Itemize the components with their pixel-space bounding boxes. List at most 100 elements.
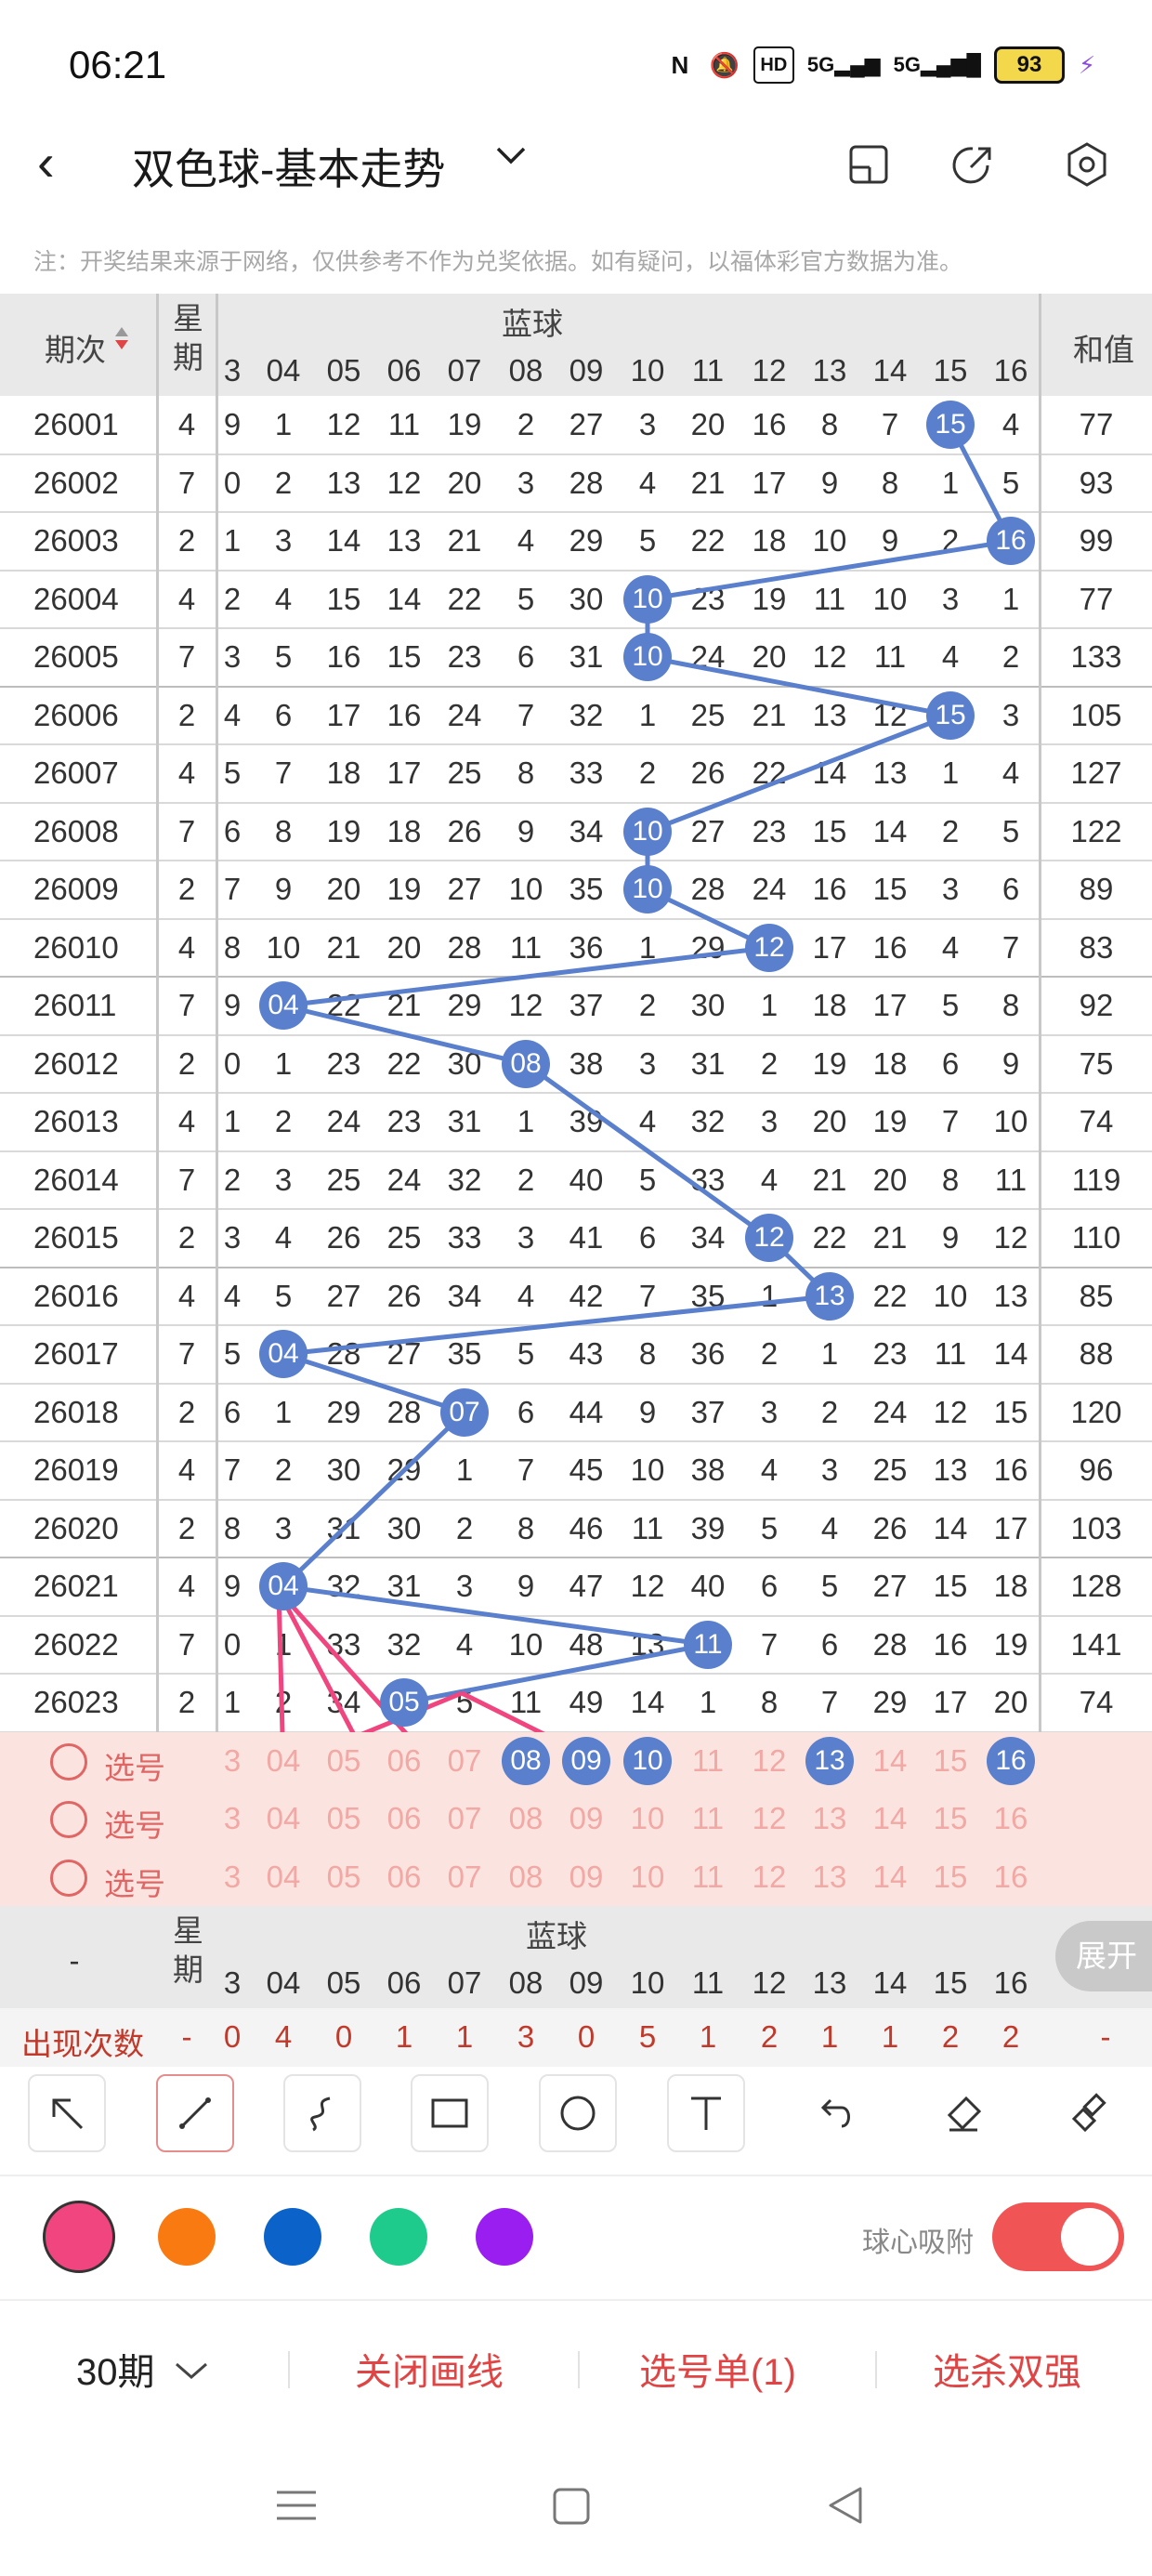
pick-number[interactable]: 06 bbox=[386, 1859, 422, 1894]
trend-cell: 1 bbox=[941, 756, 960, 790]
page-title[interactable]: 双色球-基本走势 bbox=[132, 145, 446, 193]
footer-column-header: 14 bbox=[872, 1965, 908, 2000]
trend-cell: 14 bbox=[872, 813, 908, 848]
settings-icon[interactable] bbox=[1054, 132, 1119, 197]
pick-number[interactable]: 10 bbox=[630, 1801, 665, 1835]
menu-nav-icon[interactable] bbox=[275, 2487, 318, 2529]
notice-text: 注：开奖结果来源于网络，仅供参考不作为兑奖依据。如有疑问，以福体彩官方数据为准。 bbox=[33, 249, 963, 275]
chevron-down-icon[interactable] bbox=[492, 138, 530, 183]
trend-cell: 12 bbox=[933, 1394, 968, 1429]
pick-number[interactable]: 04 bbox=[266, 1801, 301, 1835]
footer-column-header: 08 bbox=[508, 1965, 543, 2000]
share-icon[interactable] bbox=[941, 132, 1006, 197]
pick-number[interactable]: 14 bbox=[872, 1859, 908, 1894]
pick-number[interactable]: 15 bbox=[933, 1742, 968, 1778]
bottom-separator bbox=[578, 2351, 580, 2388]
pick-radio[interactable] bbox=[50, 1742, 87, 1781]
hd-icon: HD bbox=[753, 46, 794, 84]
pick-number[interactable]: 11 bbox=[691, 1859, 725, 1894]
pick-number[interactable]: 05 bbox=[326, 1859, 361, 1894]
pick-number[interactable]: 15 bbox=[933, 1801, 968, 1835]
pick-number[interactable]: 13 bbox=[805, 1736, 854, 1785]
period-select[interactable]: 30期 bbox=[76, 2342, 210, 2396]
pick-number[interactable]: 04 bbox=[266, 1742, 301, 1778]
pick-number[interactable]: 12 bbox=[752, 1859, 787, 1894]
trend-cell: 3 bbox=[274, 523, 293, 558]
pick-number[interactable]: 05 bbox=[326, 1742, 361, 1778]
select-arrow-icon[interactable] bbox=[28, 2074, 106, 2152]
trend-cell: 5 bbox=[760, 1510, 779, 1545]
pick-number[interactable]: 16 bbox=[993, 1801, 1028, 1835]
text-icon[interactable] bbox=[667, 2074, 745, 2152]
sort-icon[interactable] bbox=[115, 327, 128, 349]
color-swatch[interactable] bbox=[476, 2208, 533, 2266]
color-swatch[interactable] bbox=[264, 2208, 321, 2266]
color-swatch[interactable] bbox=[370, 2208, 427, 2266]
column-divider bbox=[216, 294, 218, 2050]
pick-number[interactable]: 09 bbox=[569, 1801, 604, 1835]
pick-number[interactable]: 08 bbox=[508, 1859, 543, 1894]
pick-number[interactable]: 12 bbox=[752, 1801, 787, 1835]
close-lines-button[interactable]: 关闭画线 bbox=[355, 2352, 504, 2393]
pick-number[interactable]: 07 bbox=[447, 1742, 482, 1778]
trend-cell: 29 bbox=[447, 988, 482, 1022]
home-nav-icon[interactable] bbox=[552, 2487, 591, 2530]
kill-button[interactable]: 选杀双强 bbox=[933, 2352, 1081, 2393]
status-icons: N 🔕 HD 5G▂▄▆ 5G▂▄▆█ 93 ⚡ bbox=[664, 46, 1096, 84]
pick-radio[interactable] bbox=[50, 1859, 87, 1897]
pick-number[interactable]: 13 bbox=[812, 1801, 847, 1835]
pick-number[interactable]: 06 bbox=[386, 1742, 422, 1778]
row-divider bbox=[0, 453, 1152, 455]
pick-number[interactable]: 08 bbox=[508, 1801, 543, 1835]
sum-value: 103 bbox=[1070, 1510, 1122, 1545]
eraser-icon[interactable] bbox=[923, 2074, 1001, 2152]
pick-number[interactable]: 12 bbox=[752, 1742, 787, 1778]
pick-number[interactable]: 3 bbox=[223, 1801, 242, 1835]
footer-column-header: 15 bbox=[933, 1965, 968, 2000]
trend-cell: 37 bbox=[690, 1394, 726, 1429]
pick-number[interactable]: 06 bbox=[386, 1801, 422, 1835]
pick-number[interactable]: 10 bbox=[623, 1736, 672, 1785]
trend-cell: 0 bbox=[223, 465, 242, 500]
selection-list-button[interactable]: 选号单(1) bbox=[639, 2352, 796, 2393]
circle-icon[interactable] bbox=[539, 2074, 617, 2152]
pick-number[interactable]: 14 bbox=[872, 1742, 908, 1778]
pick-number[interactable]: 16 bbox=[993, 1859, 1028, 1894]
trend-cell: 4 bbox=[638, 1104, 657, 1138]
pick-number[interactable]: 16 bbox=[987, 1736, 1035, 1785]
color-swatch[interactable] bbox=[43, 2201, 115, 2273]
pick-number[interactable]: 11 bbox=[691, 1742, 725, 1778]
snap-toggle[interactable] bbox=[992, 2202, 1124, 2271]
pick-number[interactable]: 10 bbox=[630, 1859, 665, 1894]
layout-icon[interactable] bbox=[836, 132, 901, 197]
pick-number[interactable]: 11 bbox=[691, 1801, 725, 1835]
clear-icon[interactable] bbox=[1050, 2074, 1128, 2152]
pick-number[interactable]: 07 bbox=[447, 1859, 482, 1894]
pick-number[interactable]: 08 bbox=[502, 1736, 550, 1785]
issue-number: 26008 bbox=[33, 813, 119, 848]
pick-number[interactable]: 09 bbox=[569, 1859, 604, 1894]
color-swatch[interactable] bbox=[158, 2208, 216, 2266]
pick-number[interactable]: 05 bbox=[326, 1801, 361, 1835]
trend-cell: 11 bbox=[873, 639, 907, 674]
back-nav-icon[interactable] bbox=[825, 2485, 866, 2530]
curve-icon[interactable] bbox=[283, 2074, 361, 2152]
pick-number[interactable]: 3 bbox=[223, 1859, 242, 1894]
trend-cell: 7 bbox=[274, 756, 293, 790]
issue-header[interactable]: 期次 bbox=[45, 333, 106, 367]
pick-number[interactable]: 3 bbox=[223, 1742, 242, 1778]
pick-radio[interactable] bbox=[50, 1801, 87, 1838]
line-icon[interactable] bbox=[156, 2074, 234, 2152]
pick-number[interactable]: 04 bbox=[266, 1859, 301, 1894]
pick-number[interactable]: 14 bbox=[872, 1801, 908, 1835]
rectangle-icon[interactable] bbox=[411, 2074, 489, 2152]
undo-icon[interactable] bbox=[795, 2074, 873, 2152]
pick-number[interactable]: 15 bbox=[933, 1859, 968, 1894]
back-icon[interactable]: ‹ bbox=[37, 133, 55, 191]
trend-cell: 9 bbox=[223, 988, 242, 1022]
table-row: 26002 7 0 2 13 12 20 3 28 4 21 17 9 8 1 5 93 bbox=[0, 454, 1152, 513]
pick-number[interactable]: 07 bbox=[447, 1801, 482, 1835]
pick-number[interactable]: 09 bbox=[562, 1736, 610, 1785]
expand-button[interactable]: 展开 bbox=[1055, 1921, 1152, 1991]
pick-number[interactable]: 13 bbox=[812, 1859, 847, 1894]
